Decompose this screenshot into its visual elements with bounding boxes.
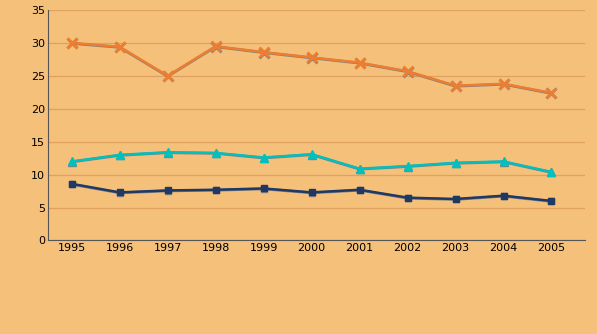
Hispanic xyxy=(308,55,315,59)
Black, non-Hispanic xyxy=(452,161,459,165)
Black, non-Hispanic xyxy=(116,153,124,157)
White, non-Hispanic xyxy=(404,196,411,200)
Hispanic xyxy=(212,44,219,48)
Line: Hispanic: Hispanic xyxy=(67,38,556,98)
Hispanic xyxy=(164,74,171,78)
Black, non-Hispanic xyxy=(500,159,507,163)
Black, non-Hispanic xyxy=(212,151,219,155)
Hispanic xyxy=(260,50,267,54)
Black, non-Hispanic xyxy=(68,159,75,163)
White, non-Hispanic xyxy=(308,190,315,194)
White, non-Hispanic xyxy=(452,197,459,201)
Black, non-Hispanic xyxy=(404,164,411,168)
Line: White, non-Hispanic: White, non-Hispanic xyxy=(68,180,555,204)
Hispanic xyxy=(68,41,75,45)
Black, non-Hispanic xyxy=(260,156,267,160)
White, non-Hispanic xyxy=(212,188,219,192)
White, non-Hispanic xyxy=(500,194,507,198)
Line: Black, non-Hispanic: Black, non-Hispanic xyxy=(67,148,556,176)
Hispanic xyxy=(452,84,459,88)
White, non-Hispanic xyxy=(356,188,363,192)
Black, non-Hispanic xyxy=(308,152,315,156)
Black, non-Hispanic xyxy=(164,150,171,154)
White, non-Hispanic xyxy=(68,182,75,186)
Black, non-Hispanic xyxy=(548,170,555,174)
Hispanic xyxy=(356,61,363,65)
White, non-Hispanic xyxy=(260,186,267,190)
Hispanic xyxy=(404,69,411,73)
Hispanic xyxy=(116,45,124,49)
White, non-Hispanic xyxy=(116,190,124,194)
Hispanic xyxy=(548,91,555,95)
Hispanic xyxy=(500,82,507,86)
Black, non-Hispanic xyxy=(356,167,363,171)
White, non-Hispanic xyxy=(548,199,555,203)
White, non-Hispanic xyxy=(164,188,171,192)
